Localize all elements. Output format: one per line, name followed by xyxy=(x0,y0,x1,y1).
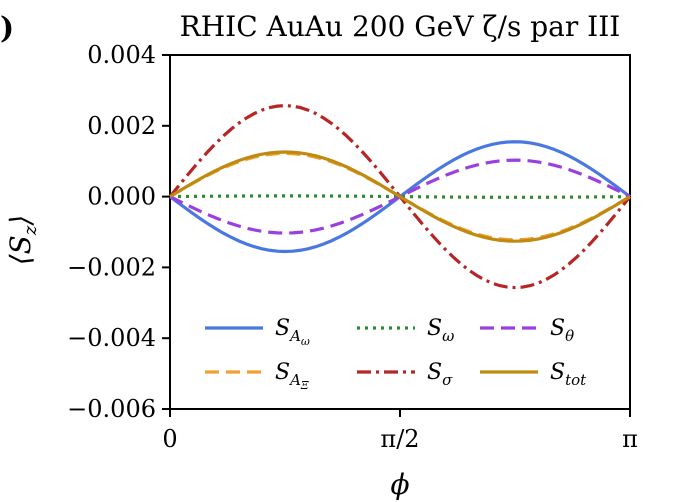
legend-label-3: SAΞ xyxy=(275,360,309,392)
y-tick-label: −0.004 xyxy=(67,324,156,352)
series-layer xyxy=(168,104,632,290)
x-tick-label: 0 xyxy=(162,425,177,453)
legend-label-5: Stot xyxy=(550,360,587,389)
y-tick-label: −0.006 xyxy=(67,395,156,423)
x-axis-label: ϕ xyxy=(390,468,409,501)
y-tick-label: −0.002 xyxy=(67,253,156,281)
y-tick-label: 0.004 xyxy=(87,41,156,69)
tick-layer: 0 π/2 π 0.004 0.002 0.000 −0.002 −0.004 −0.006 xyxy=(67,41,638,453)
x-tick-label: π/2 xyxy=(380,425,419,453)
panel-label: ) xyxy=(0,11,14,46)
legend-label-0: SAω xyxy=(275,316,310,348)
legend: SAω Sω Sθ SAΞ Sσ Stot xyxy=(205,316,587,392)
x-tick-label: π xyxy=(622,425,638,453)
series-line-5 xyxy=(169,150,631,243)
chart-title: RHIC AuAu 200 GeV ζ/s par III xyxy=(180,10,621,43)
y-axis-label: ⟨Sz⟩ xyxy=(4,215,41,266)
legend-label-1: Sω xyxy=(427,316,454,345)
y-tick-label: 0.002 xyxy=(87,112,156,140)
y-tick-label: 0.000 xyxy=(87,183,156,211)
legend-label-4: Sσ xyxy=(427,360,453,389)
legend-label-2: Sθ xyxy=(550,316,574,345)
